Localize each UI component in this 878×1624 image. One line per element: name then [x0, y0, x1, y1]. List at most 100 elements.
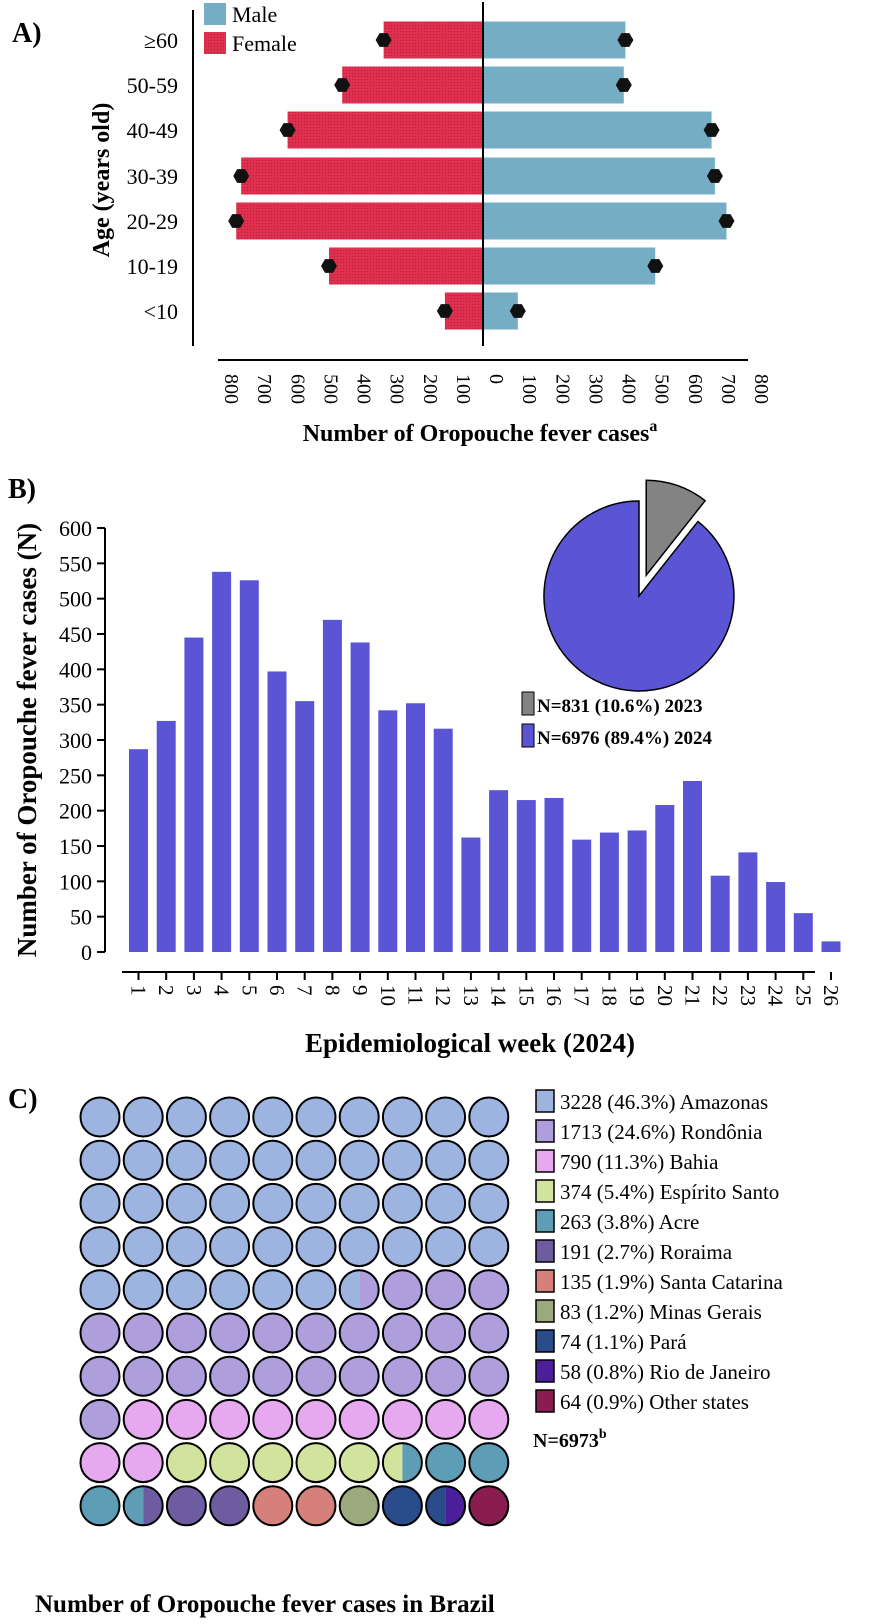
waffle-cell: [209, 1355, 251, 1397]
x-tick-label-18: 19: [625, 985, 649, 1006]
week-bar-23: [738, 852, 758, 952]
waffle-cell: [468, 1139, 510, 1181]
waffle-cell-left-half: [123, 1486, 144, 1526]
waffle-legend-swatch-2: [535, 1149, 555, 1173]
week-bar-24: [766, 882, 786, 952]
pyramid-x-axis-title-text: Number of Oropouche fever cases: [303, 421, 650, 447]
waffle-cell: [468, 1226, 510, 1268]
waffle-cell: [338, 1096, 380, 1138]
week-bar-4: [212, 571, 232, 952]
y-tick-label-0: 0: [81, 940, 92, 965]
legend-label-female: Female: [232, 31, 297, 56]
pyramid-x-tick-labels: 800 700 600 500 400 300 200 100 0 100 200 300 400 500…: [220, 374, 772, 404]
waffle-legend-label-10: 64 (0.9%) Other states: [560, 1390, 749, 1414]
waffle-cell-left-half: [339, 1270, 360, 1310]
waffle-cell-outline: [425, 1485, 467, 1527]
waffle-cell: [425, 1096, 467, 1138]
week-bar-3: [184, 637, 204, 952]
waffle-cell: [79, 1355, 121, 1397]
waffle-cell: [79, 1485, 121, 1527]
weekly-x-axis-title: Epidemiological week (2024): [305, 1028, 635, 1058]
pie-slice-0: [645, 479, 707, 578]
waffle-cell: [165, 1226, 207, 1268]
waffle-cell: [122, 1182, 164, 1224]
waffle-cell: [165, 1312, 207, 1354]
x-tick-label-13: 500: [651, 374, 673, 404]
waffle-legend-label-3: 374 (5.4%) Espírito Santo: [560, 1180, 779, 1204]
waffle-cell: [122, 1442, 164, 1484]
bar-male-2: [483, 111, 712, 149]
waffle-total-superscript: b: [599, 1427, 607, 1442]
waffle-legend-label-7: 83 (1.2%) Minas Gerais: [560, 1300, 762, 1324]
pyramid-markers: [228, 33, 735, 318]
marker-male-4: [718, 214, 735, 228]
waffle-legend-label-2: 790 (11.3%) Bahia: [560, 1150, 719, 1174]
x-tick-label-8: 9: [348, 985, 372, 996]
week-bar-17: [572, 839, 592, 952]
pyramid-bars: [236, 21, 727, 330]
waffle-cell-right-half: [402, 1443, 422, 1483]
pyramid-y-tick-labels: ≥60 50-59 40-49 30-39 20-29 10-19 <10: [127, 28, 178, 324]
x-tick-label-9: 10: [376, 985, 400, 1006]
marker-female-5: [321, 259, 337, 273]
waffle-cell-right-half: [359, 1270, 379, 1310]
waffle-legend-label-6: 135 (1.9%) Santa Catarina: [560, 1270, 783, 1294]
waffle-cell: [468, 1269, 510, 1311]
waffle-cell: [425, 1139, 467, 1181]
waffle-legend-swatch-4: [535, 1209, 555, 1233]
waffle-cell: [252, 1398, 294, 1440]
x-tick-label-13: 14: [487, 985, 511, 1007]
x-tick-label-25: 26: [819, 985, 843, 1006]
waffle-cell: [252, 1226, 294, 1268]
waffle-cell: [165, 1398, 207, 1440]
x-tick-label-5: 6: [265, 985, 289, 996]
y-tick-label-6: <10: [144, 299, 178, 324]
waffle-cell: [468, 1442, 510, 1484]
x-tick-label-6: 7: [293, 985, 317, 996]
y-tick-label-7: 350: [59, 693, 92, 718]
waffle-cell: [209, 1442, 251, 1484]
y-tick-label-4: 20-29: [127, 209, 178, 234]
y-tick-label-5: 10-19: [127, 254, 178, 279]
waffle-cell: [425, 1355, 467, 1397]
waffle-cell: [209, 1139, 251, 1181]
waffle-cell: [338, 1442, 380, 1484]
x-tick-label-12: 13: [459, 985, 483, 1006]
waffle-legend-swatch-5: [535, 1239, 555, 1263]
waffle-cell: [122, 1139, 164, 1181]
waffle-cell: [338, 1312, 380, 1354]
pyramid-y-axis-title: Age (years old): [89, 103, 115, 258]
pie-legend-label-2023: N=831 (10.6%) 2023: [537, 696, 702, 717]
week-bar-9: [350, 642, 370, 952]
x-tick-label-0: 800: [220, 374, 242, 404]
x-tick-label-15: 700: [717, 374, 739, 404]
waffle-legend-swatch-3: [535, 1179, 555, 1203]
y-tick-label-3: 150: [59, 834, 92, 859]
waffle-cell: [468, 1485, 510, 1527]
marker-female-3: [233, 169, 250, 183]
waffle-cell: [381, 1096, 423, 1138]
waffle-cell: [209, 1182, 251, 1224]
y-tick-label-1: 50: [70, 905, 92, 930]
pie-legend: N=831 (10.6%) 2023 N=6976 (89.4%) 2024: [521, 691, 712, 749]
waffle-legend: 3228 (46.3%) Amazonas 1713 (24.6%) Rondôn…: [535, 1089, 783, 1414]
waffle-cell: [79, 1442, 121, 1484]
waffle-cell: [252, 1355, 294, 1397]
waffle-legend-swatch-7: [535, 1299, 555, 1323]
week-bar-14: [489, 790, 509, 952]
x-tick-label-11: 300: [584, 374, 606, 404]
x-tick-label-7: 8: [320, 985, 344, 996]
waffle-cell: [425, 1226, 467, 1268]
y-tick-label-1: 50-59: [127, 73, 178, 98]
y-tick-label-11: 550: [59, 551, 92, 576]
panel-b-weekly-bar-chart: B) 050100150200250300350400450500550600 …: [8, 474, 843, 1058]
x-tick-label-12: 400: [618, 374, 640, 404]
waffle-legend-swatch-8: [535, 1329, 555, 1353]
legend-swatch-male: [204, 3, 226, 25]
y-tick-label-6: 300: [59, 728, 92, 753]
waffle-cell: [209, 1485, 251, 1527]
x-tick-label-14: 600: [684, 374, 706, 404]
waffle-cell: [381, 1355, 423, 1397]
x-tick-label-16: 800: [750, 374, 772, 404]
